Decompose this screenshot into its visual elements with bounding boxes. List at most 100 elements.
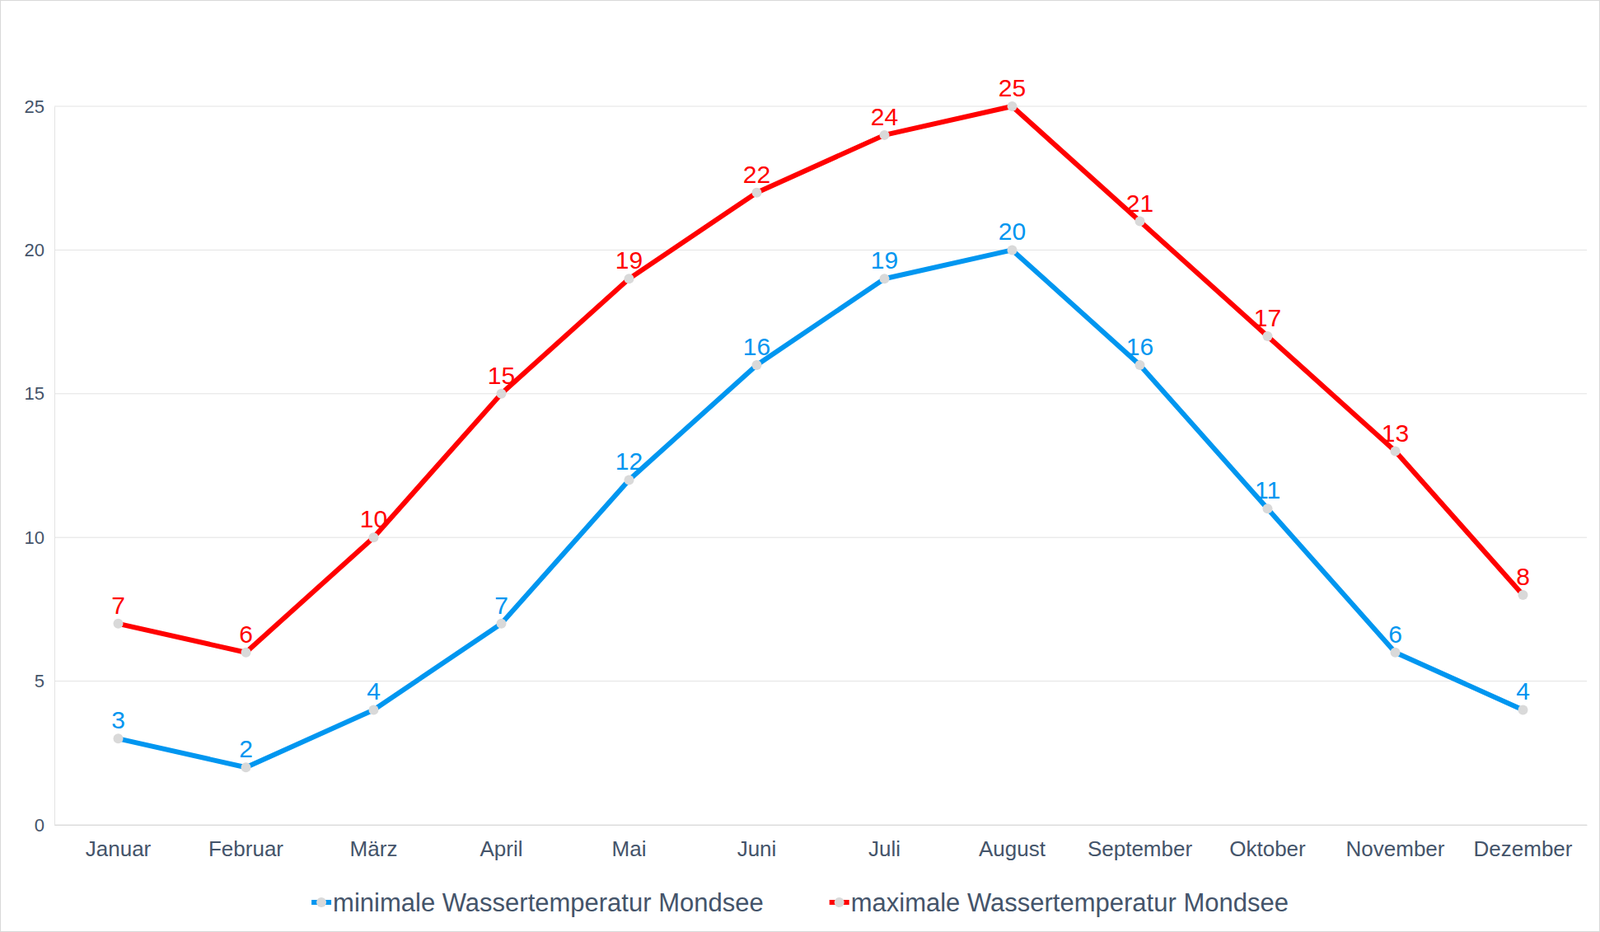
series-marker: [369, 532, 379, 543]
x-tick-label: Juni: [737, 836, 777, 861]
series-marker: [496, 388, 507, 399]
y-axis-line: [54, 107, 56, 826]
series-marker: [113, 618, 124, 629]
y-tick-label: 20: [24, 239, 45, 261]
series-marker: [1263, 503, 1273, 514]
series-marker: [879, 130, 890, 141]
series-marker: [369, 704, 379, 715]
legend-item: maximale Wassertemperatur Mondsee: [829, 888, 1289, 917]
series-marker: [624, 474, 635, 485]
data-label: 2: [238, 734, 253, 763]
grid-line: [54, 680, 1587, 682]
series-marker: [752, 187, 763, 198]
x-tick: August: [978, 824, 1047, 861]
data-label: 22: [743, 160, 771, 188]
y-tick: 10: [24, 527, 55, 548]
data-label: 6: [1388, 620, 1403, 648]
x-tick: November: [1346, 824, 1446, 861]
grid-line: [54, 392, 1587, 394]
x-tick: Juni: [737, 824, 777, 861]
chart: 0510152025JanuarFebruarMärzAprilMaiJuniJ…: [0, 0, 1600, 932]
y-tick: 25: [24, 96, 55, 117]
x-tick-label: September: [1087, 836, 1193, 861]
x-tick-label: April: [479, 836, 523, 861]
y-tick-label: 10: [24, 527, 45, 548]
y-tick-label: 0: [34, 814, 45, 836]
data-label: 12: [615, 447, 643, 475]
x-tick-label: Januar: [85, 836, 152, 861]
data-label: 6: [238, 620, 253, 648]
series-marker: [241, 762, 252, 772]
chart-frame: [0, 0, 1600, 932]
x-axis: Januar Februar März April Mai Juni Juli August S…: [55, 824, 1588, 861]
data-label: 20: [998, 217, 1026, 245]
data-label: 8: [1515, 562, 1530, 590]
x-tick-label: Februar: [208, 836, 284, 861]
grid-line: [54, 106, 1587, 108]
x-tick-label: Oktober: [1229, 836, 1306, 861]
x-tick-label: Dezember: [1473, 836, 1573, 861]
y-tick-label: 25: [24, 96, 45, 117]
plot: 0510152025JanuarFebruarMärzAprilMaiJuniJ…: [24, 74, 1588, 861]
x-tick-label: März: [350, 836, 398, 861]
series-marker: [113, 733, 124, 744]
x-tick: Mai: [612, 824, 647, 861]
legend-label: minimale Wassertemperatur Mondsee: [332, 888, 764, 917]
legend-item: minimale Wassertemperatur Mondsee: [311, 888, 764, 917]
series-marker: [879, 273, 890, 284]
series-marker: [1390, 446, 1401, 457]
data-label: 7: [111, 591, 126, 619]
series-marker: [1007, 244, 1018, 255]
x-tick: Februar: [208, 824, 284, 861]
series-marker: [1007, 101, 1018, 112]
series-marker: [1135, 360, 1146, 370]
series-marker: [496, 618, 507, 629]
series-marker: [1518, 589, 1529, 600]
data-label: 15: [487, 361, 515, 389]
y-tick: 0: [34, 814, 55, 836]
y-tick: 5: [34, 670, 55, 692]
grid: [54, 106, 1587, 825]
series-line: [118, 249, 1524, 768]
y-tick: 20: [24, 239, 55, 261]
x-tick: Januar: [85, 824, 152, 861]
data-label: 21: [1126, 189, 1154, 217]
series-group: [113, 101, 1529, 772]
x-tick: Dezember: [1473, 824, 1573, 861]
x-tick: September: [1087, 824, 1193, 861]
x-tick: April: [479, 824, 523, 861]
series-line: [118, 106, 1524, 653]
x-tick-label: August: [978, 836, 1047, 861]
x-tick: März: [350, 824, 398, 861]
legend-marker: [316, 897, 327, 908]
legend-label: maximale Wassertemperatur Mondsee: [851, 888, 1289, 917]
data-label: 10: [360, 505, 388, 533]
series-marker: [624, 273, 635, 284]
series-marker: [1390, 647, 1401, 658]
y-tick-label: 5: [34, 670, 45, 692]
series-marker: [752, 360, 763, 370]
legend-marker: [834, 897, 845, 908]
series-marker: [241, 647, 252, 658]
grid-line: [54, 249, 1587, 251]
y-axis: 0 5 10 15 20 25: [24, 96, 56, 836]
grid-line: [54, 537, 1587, 539]
x-axis-line: [55, 824, 1588, 826]
series-marker: [1263, 331, 1273, 342]
data-label: 4: [1515, 677, 1530, 705]
series-marker: [1518, 704, 1529, 715]
data-label: 16: [1126, 332, 1154, 361]
data-label: 3: [111, 706, 126, 734]
legend: minimale Wassertemperatur Mondsee maximal…: [311, 888, 1289, 917]
grid-line: [54, 824, 1587, 826]
data-label: 25: [998, 74, 1026, 102]
data-label: 19: [870, 246, 899, 274]
data-label: 13: [1381, 419, 1409, 447]
data-label: 17: [1253, 304, 1282, 332]
x-tick-label: Mai: [612, 836, 647, 861]
x-tick: Oktober: [1229, 824, 1306, 861]
y-tick-label: 15: [24, 383, 45, 404]
x-tick-label: Juli: [868, 836, 901, 861]
x-tick-label: November: [1346, 836, 1446, 861]
data-label: 24: [870, 102, 899, 131]
